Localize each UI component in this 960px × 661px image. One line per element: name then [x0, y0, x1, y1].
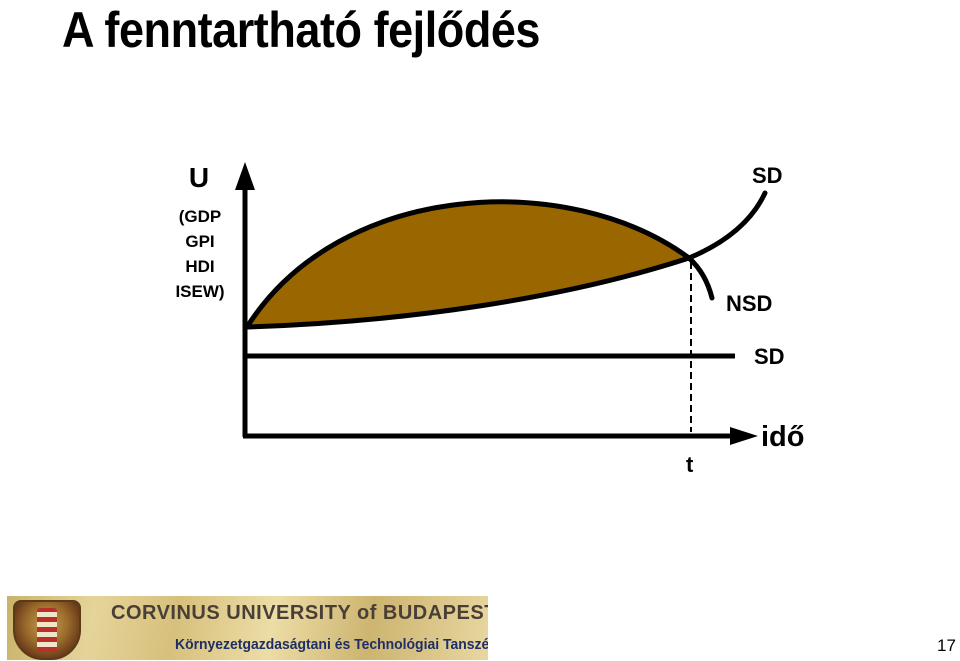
- university-crest-icon: [13, 600, 81, 660]
- nsd-curve: [244, 199, 715, 330]
- sd-upper-label: SD: [752, 163, 783, 188]
- slide-title: A fenntartható fejlődés: [62, 2, 541, 58]
- university-name: CORVINUS UNIVERSITY of BUDAPEST: [111, 602, 488, 624]
- university-banner: CORVINUS UNIVERSITY of BUDAPEST Környeze…: [7, 596, 488, 660]
- y-axis-symbol: U: [188, 162, 210, 193]
- y-axis-indicator-isew: ISEW): [175, 282, 225, 301]
- sd-rising-curve: [244, 190, 768, 330]
- x-axis-arrowhead: [730, 427, 758, 445]
- y-axis-indicator-hdi: HDI: [185, 257, 215, 276]
- x-axis-label: idő: [761, 421, 805, 453]
- y-axis-arrowhead: [235, 162, 255, 190]
- y-axis-indicator-gdp: (GDP: [178, 207, 222, 226]
- page-number: 17: [937, 636, 956, 655]
- nsd-label: NSD: [726, 291, 773, 316]
- sd-flat-label: SD: [754, 344, 785, 369]
- y-axis-indicator-gpi: GPI: [185, 232, 215, 251]
- department-name: Környezetgazdaságtani és Technológiai Ta…: [175, 636, 488, 653]
- time-marker-label: t: [686, 452, 694, 477]
